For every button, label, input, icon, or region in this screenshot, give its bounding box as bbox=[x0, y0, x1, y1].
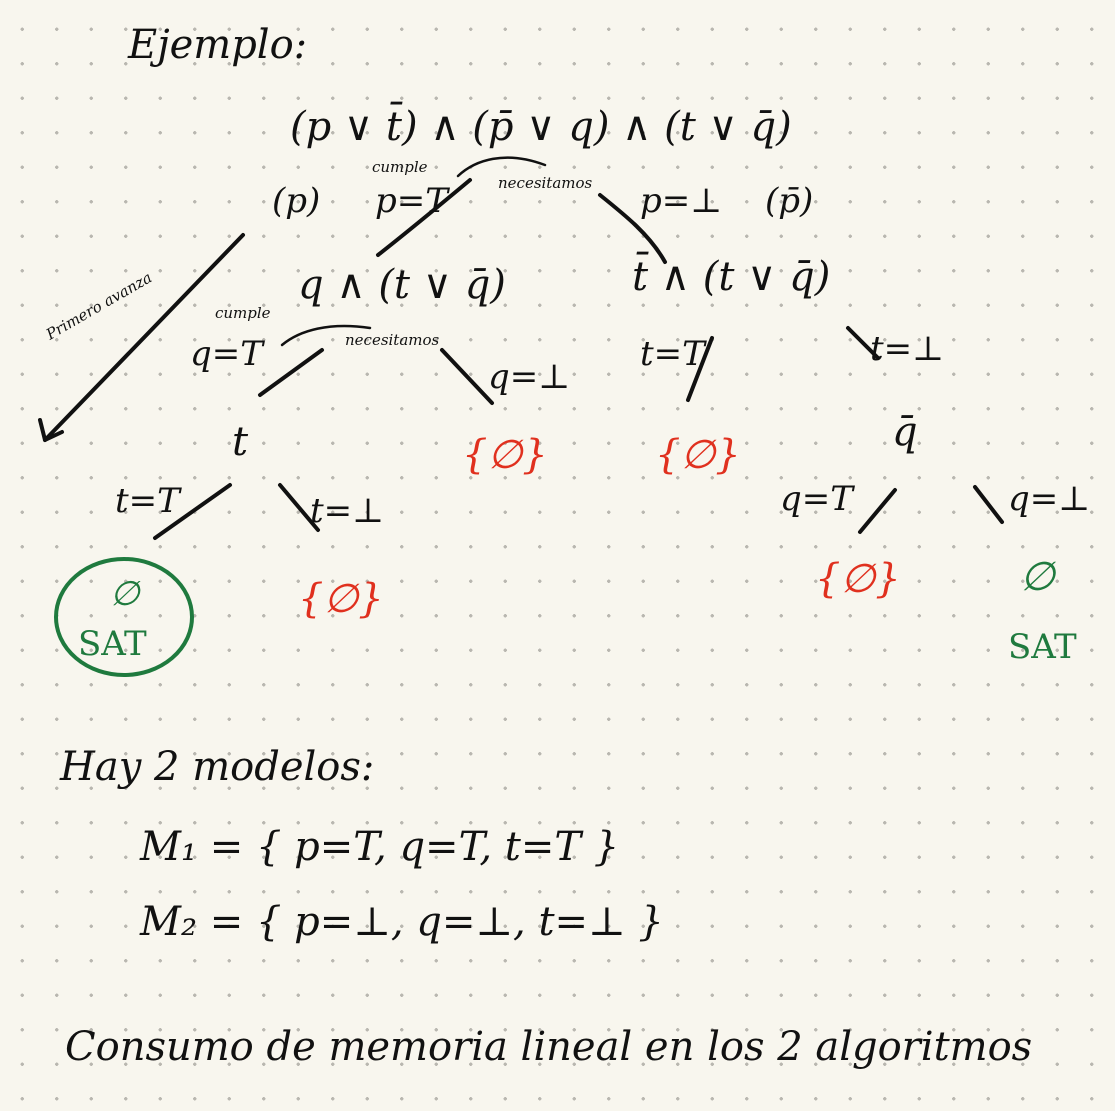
right-branch-label: p=⊥ bbox=[640, 181, 722, 221]
left-branch-tag: (p) bbox=[272, 181, 320, 221]
arrow-cumple-2 bbox=[280, 324, 372, 347]
note-necesitamos-1: necesitamos bbox=[498, 174, 593, 192]
rrr-result: ∅ bbox=[1020, 554, 1057, 600]
llr-result: {∅} bbox=[298, 576, 384, 622]
note-necesitamos-2: necesitamos bbox=[345, 331, 440, 349]
sat-circle bbox=[54, 557, 194, 677]
rr-node: q̄ bbox=[892, 409, 918, 455]
rl-result: {∅} bbox=[655, 432, 741, 478]
footer-note: Consumo de memoria lineal en los 2 algor… bbox=[65, 1024, 1032, 1070]
rrl-result: {∅} bbox=[815, 556, 901, 602]
rrl-label: q=T bbox=[780, 479, 855, 519]
arrow-cumple-1 bbox=[456, 156, 547, 178]
edge-root-left bbox=[376, 178, 472, 257]
ll-label: q=T bbox=[190, 334, 265, 374]
rr-label: t=⊥ bbox=[870, 329, 944, 369]
lll-sat: SAT bbox=[78, 624, 147, 664]
ll-node: t bbox=[232, 419, 249, 465]
note-cumple-2: cumple bbox=[215, 304, 271, 322]
right-node: t̄ ∧ (t ∨ q̄) bbox=[632, 251, 830, 300]
note-primero: Primero avanza bbox=[42, 268, 155, 344]
edge-right-rr bbox=[846, 326, 880, 360]
arrowhead-primero bbox=[38, 418, 64, 442]
edge-ll-llr bbox=[278, 483, 320, 532]
lr-label: q=⊥ bbox=[488, 357, 570, 397]
edge-ll-lll bbox=[153, 483, 232, 540]
page-title: Ejemplo: bbox=[127, 22, 307, 68]
left-node: q ∧ (t ∨ q̄) bbox=[298, 262, 506, 308]
root-formula: (p ∨ t̄) ∧ (p̄ ∨ q) ∧ (t ∨ q̄) bbox=[290, 101, 792, 150]
rrr-label: q=⊥ bbox=[1008, 479, 1090, 519]
edge-left-ll bbox=[258, 348, 324, 397]
edge-rr-rrr bbox=[973, 485, 1004, 524]
note-cumple-1: cumple bbox=[372, 158, 428, 176]
edge-right-rl bbox=[686, 336, 714, 402]
edge-left-lr bbox=[440, 348, 494, 405]
edge-root-right bbox=[598, 193, 667, 264]
arrow-primero bbox=[43, 233, 245, 442]
model-1: M₁ = { p=T, q=T, t=T } bbox=[139, 824, 619, 870]
lll-result: ∅ bbox=[110, 574, 141, 614]
lll-label: t=T bbox=[115, 481, 182, 521]
lr-result: {∅} bbox=[462, 432, 548, 478]
left-branch-label: p=T bbox=[375, 181, 450, 221]
rl-label: t=T bbox=[640, 334, 707, 374]
right-branch-tag: (p̄) bbox=[765, 181, 813, 221]
llr-label: t=⊥ bbox=[310, 491, 384, 531]
models-header: Hay 2 modelos: bbox=[59, 744, 374, 790]
rrr-sat: SAT bbox=[1008, 627, 1077, 667]
edge-rr-rrl bbox=[858, 488, 897, 534]
model-2: M₂ = { p=⊥, q=⊥, t=⊥ } bbox=[139, 899, 664, 945]
